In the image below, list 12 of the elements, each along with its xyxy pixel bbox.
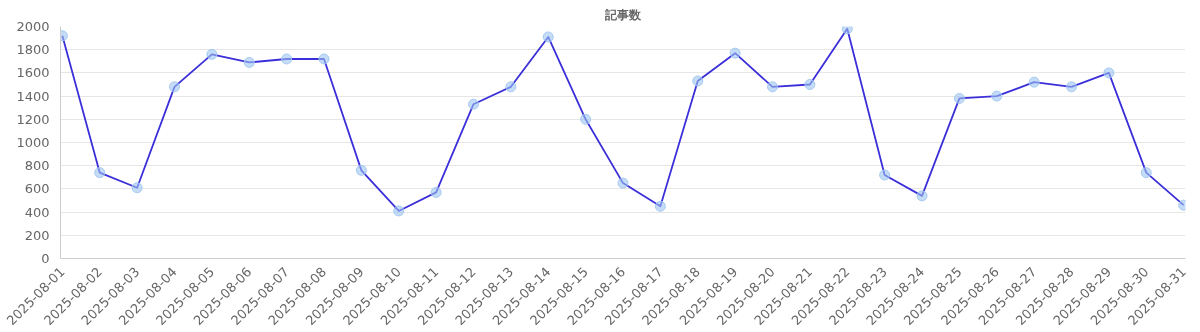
y-tick-label: 2000	[16, 19, 50, 34]
chart-title: 記事数	[604, 7, 642, 22]
y-tick-label: 1200	[16, 111, 50, 127]
y-tick-label: 1000	[16, 135, 50, 150]
y-tick-label: 1800	[16, 42, 50, 58]
y-tick-label: 0	[41, 251, 50, 266]
y-tick-label: 600	[24, 181, 50, 197]
y-tick-label: 1400	[16, 88, 50, 104]
y-tick-label: 800	[24, 158, 50, 174]
y-tick-label: 400	[24, 204, 50, 220]
y-tick-label: 200	[24, 227, 50, 243]
y-tick-label: 1600	[16, 65, 50, 81]
